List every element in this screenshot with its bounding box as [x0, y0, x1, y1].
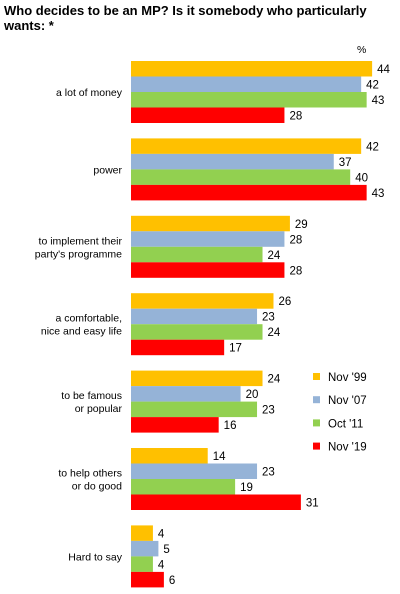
bar — [131, 138, 362, 154]
data-label: 23 — [262, 466, 275, 478]
data-label: 31 — [306, 497, 319, 509]
legend-swatch — [313, 419, 320, 427]
data-label: 6 — [169, 575, 175, 587]
legend-item: Oct '11 — [313, 418, 363, 430]
data-label: 42 — [366, 141, 379, 153]
bar — [131, 169, 351, 185]
data-label: 5 — [163, 544, 169, 556]
data-label: 26 — [278, 296, 291, 308]
bar — [131, 479, 236, 495]
data-label: 4 — [158, 528, 165, 540]
bar — [131, 76, 362, 92]
legend-swatch — [313, 396, 320, 404]
bar — [131, 231, 285, 247]
legend-item: Nov '99 — [313, 372, 367, 384]
data-label: 40 — [355, 172, 368, 184]
category-label: a lot of money — [56, 87, 123, 99]
data-label: 28 — [289, 265, 302, 277]
category-label: Hard to say — [68, 551, 122, 563]
bar-group: a lot of money 44 42 43 28 — [56, 61, 391, 123]
chart-title: Who decides to be an MP? Is it somebody … — [4, 3, 367, 33]
bar — [131, 107, 285, 123]
data-label: 24 — [268, 374, 281, 386]
legend-swatch — [313, 442, 320, 450]
data-label: 4 — [158, 559, 165, 571]
bar — [131, 448, 208, 464]
unit-label: % — [357, 44, 366, 56]
legend-label: Nov '99 — [328, 372, 367, 384]
legend-label: Oct '11 — [328, 418, 363, 430]
category-label: to help others or do good — [58, 468, 122, 493]
bar — [131, 417, 219, 433]
category-label: power — [93, 164, 122, 176]
data-label: 24 — [268, 250, 281, 262]
bar — [131, 339, 225, 356]
bar-group: to help others or do good 14 23 19 31 — [58, 448, 319, 510]
bar — [131, 401, 258, 418]
data-label: 37 — [339, 157, 352, 169]
bar — [131, 556, 153, 572]
bar — [131, 153, 334, 170]
bar — [131, 92, 367, 108]
legend-label: Nov '19 — [328, 442, 367, 454]
bar — [131, 540, 159, 557]
data-label: 43 — [372, 95, 385, 107]
data-label: 23 — [262, 405, 275, 417]
legend-item: Nov '19 — [313, 442, 367, 454]
data-label: 42 — [366, 79, 379, 91]
bar — [131, 525, 153, 541]
bar — [131, 494, 301, 510]
data-label: 19 — [240, 482, 253, 494]
data-label: 23 — [262, 312, 275, 324]
legend-item: Nov '07 — [313, 395, 367, 407]
category-label: to implement their party's programme — [35, 235, 123, 260]
bar — [131, 215, 290, 232]
bar — [131, 308, 258, 325]
data-label: 44 — [377, 64, 390, 76]
data-label: 29 — [295, 219, 308, 231]
data-label: 24 — [268, 327, 281, 339]
data-label: 28 — [289, 234, 302, 246]
legend-label: Nov '07 — [328, 395, 367, 407]
bar — [131, 386, 241, 402]
bar — [131, 262, 285, 278]
data-label: 16 — [224, 420, 237, 432]
category-label: to be famous or popular — [61, 390, 122, 415]
data-label: 14 — [213, 451, 226, 463]
bar — [131, 293, 274, 309]
bar — [131, 184, 367, 201]
bar — [131, 463, 258, 479]
data-label: 17 — [229, 343, 242, 355]
bar — [131, 61, 373, 77]
data-label: 20 — [246, 389, 259, 401]
bar — [131, 246, 263, 263]
bar — [131, 571, 164, 588]
data-label: 28 — [289, 110, 302, 122]
legend-swatch — [313, 373, 320, 380]
bar — [131, 324, 263, 340]
bar — [131, 370, 263, 387]
bar-group: to implement their party's programme 29 28 2… — [35, 215, 308, 278]
data-label: 43 — [372, 188, 385, 200]
category-label: a comfortable, nice and easy life — [41, 313, 122, 338]
